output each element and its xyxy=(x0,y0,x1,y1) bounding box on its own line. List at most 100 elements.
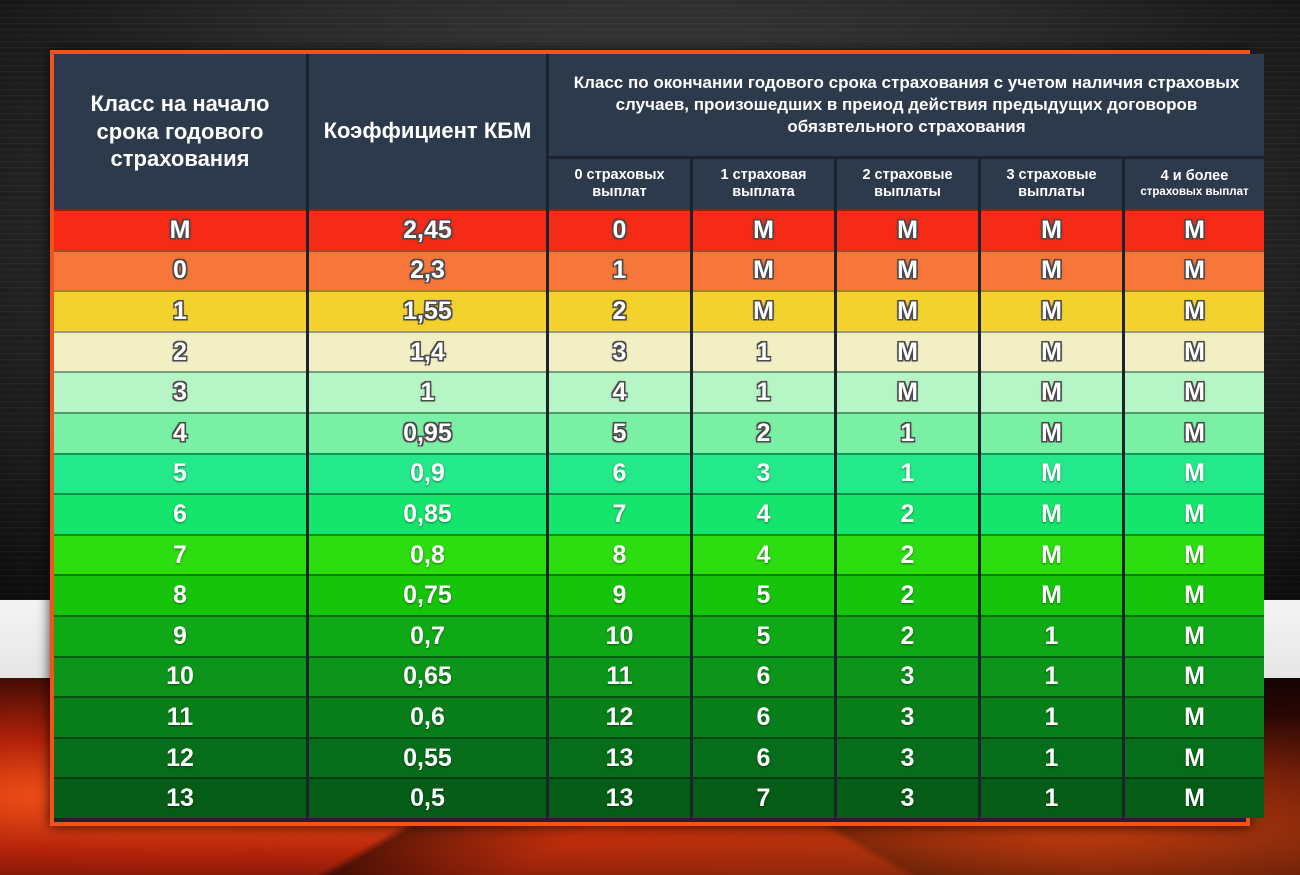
cell-class-start: 4 xyxy=(54,411,306,453)
cell-kbm: 0,8 xyxy=(309,533,546,575)
cell-class-4plus: М xyxy=(1125,493,1264,534)
cell-kbm: 0,7 xyxy=(309,614,546,656)
cell-class-1: 5 xyxy=(693,614,834,656)
cell-class-1: 6 xyxy=(693,696,834,737)
cell-class-1: 6 xyxy=(693,655,834,697)
cell-class-0: 6 xyxy=(549,452,690,494)
cell-class-start: 2 xyxy=(54,330,306,372)
cell-kbm: 0,9 xyxy=(309,452,546,494)
cell-class-3: М xyxy=(981,249,1122,291)
header-kbm: Коэффициент КБМ xyxy=(309,54,546,209)
cell-kbm: 0,5 xyxy=(309,777,546,818)
cell-class-start: 11 xyxy=(54,696,306,737)
cell-class-4plus: М xyxy=(1125,290,1264,331)
cell-class-1: 5 xyxy=(693,574,834,615)
cell-class-2: 2 xyxy=(837,533,978,575)
cell-class-start: 8 xyxy=(54,574,306,615)
cell-class-3: 1 xyxy=(981,696,1122,737)
cell-class-4plus: М xyxy=(1125,777,1264,818)
header-sub-0: 0 страховых выплат xyxy=(549,159,690,209)
cell-class-1: 3 xyxy=(693,452,834,494)
cell-class-4plus: М xyxy=(1125,330,1264,372)
cell-class-3: 1 xyxy=(981,655,1122,697)
cell-class-start: 0 xyxy=(54,249,306,291)
cell-class-4plus: М xyxy=(1125,452,1264,494)
cell-class-1: 6 xyxy=(693,736,834,778)
cell-class-2: 3 xyxy=(837,655,978,697)
cell-class-4plus: М xyxy=(1125,209,1264,250)
cell-class-start: 1 xyxy=(54,290,306,331)
cell-class-start: 6 xyxy=(54,493,306,534)
header-class-start: Класс на начало срока годового страхован… xyxy=(54,54,306,209)
cell-class-2: 2 xyxy=(837,493,978,534)
cell-class-4plus: М xyxy=(1125,655,1264,697)
cell-class-4plus: М xyxy=(1125,249,1264,291)
cell-class-3: 1 xyxy=(981,736,1122,778)
cell-kbm: 2,45 xyxy=(309,209,546,250)
cell-class-start: 13 xyxy=(54,777,306,818)
cell-class-4plus: М xyxy=(1125,533,1264,575)
cell-class-3: М xyxy=(981,452,1122,494)
cell-class-3: М xyxy=(981,330,1122,372)
cell-class-1: 1 xyxy=(693,371,834,412)
cell-class-2: 3 xyxy=(837,696,978,737)
kbm-table: Класс на начало срока годового страхован… xyxy=(54,54,1264,822)
cell-class-start: 9 xyxy=(54,614,306,656)
cell-kbm: 1,55 xyxy=(309,290,546,331)
cell-class-2: М xyxy=(837,371,978,412)
cell-class-0: 13 xyxy=(549,736,690,778)
cell-class-4plus: М xyxy=(1125,371,1264,412)
cell-class-0: 2 xyxy=(549,290,690,331)
cell-class-2: 1 xyxy=(837,452,978,494)
cell-class-1: 2 xyxy=(693,411,834,453)
cell-kbm: 0,75 xyxy=(309,574,546,615)
cell-class-3: М xyxy=(981,209,1122,250)
kbm-table-frame: Класс на начало срока годового страхован… xyxy=(50,50,1264,826)
cell-class-0: 1 xyxy=(549,249,690,291)
cell-class-4plus: М xyxy=(1125,696,1264,737)
cell-class-1: 7 xyxy=(693,777,834,818)
cell-class-3: М xyxy=(981,574,1122,615)
header-class-end: Класс по окончании годового срока страхо… xyxy=(549,54,1264,159)
cell-class-1: М xyxy=(693,290,834,331)
cell-class-0: 12 xyxy=(549,696,690,737)
cell-kbm: 1,4 xyxy=(309,330,546,372)
cell-kbm: 0,95 xyxy=(309,411,546,453)
cell-class-0: 9 xyxy=(549,574,690,615)
cell-class-4plus: М xyxy=(1125,574,1264,615)
cell-class-1: М xyxy=(693,249,834,291)
cell-class-3: М xyxy=(981,533,1122,575)
cell-class-2: 2 xyxy=(837,574,978,615)
header-sub-1: 1 страховая выплата xyxy=(693,159,834,209)
cell-class-3: 1 xyxy=(981,777,1122,818)
cell-class-1: М xyxy=(693,209,834,250)
cell-class-2: 3 xyxy=(837,777,978,818)
cell-class-3: М xyxy=(981,371,1122,412)
cell-class-3: 1 xyxy=(981,614,1122,656)
cell-class-2: М xyxy=(837,209,978,250)
cell-kbm: 0,55 xyxy=(309,736,546,778)
cell-class-3: М xyxy=(981,290,1122,331)
cell-class-1: 4 xyxy=(693,533,834,575)
cell-class-0: 3 xyxy=(549,330,690,372)
cell-kbm: 0,85 xyxy=(309,493,546,534)
cell-class-start: 3 xyxy=(54,371,306,412)
cell-class-0: 0 xyxy=(549,209,690,250)
cell-class-start: 12 xyxy=(54,736,306,778)
cell-class-2: М xyxy=(837,249,978,291)
cell-kbm: 1 xyxy=(309,371,546,412)
header-sub-2: 2 страховые выплаты xyxy=(837,159,978,209)
cell-class-1: 4 xyxy=(693,493,834,534)
cell-class-0: 10 xyxy=(549,614,690,656)
cell-kbm: 0,6 xyxy=(309,696,546,737)
cell-class-2: 2 xyxy=(837,614,978,656)
cell-class-2: 3 xyxy=(837,736,978,778)
cell-class-0: 4 xyxy=(549,371,690,412)
cell-class-4plus: М xyxy=(1125,614,1264,656)
cell-class-start: 5 xyxy=(54,452,306,494)
cell-class-0: 13 xyxy=(549,777,690,818)
cell-class-0: 11 xyxy=(549,655,690,697)
cell-kbm: 2,3 xyxy=(309,249,546,291)
cell-class-0: 8 xyxy=(549,533,690,575)
cell-class-start: 10 xyxy=(54,655,306,697)
